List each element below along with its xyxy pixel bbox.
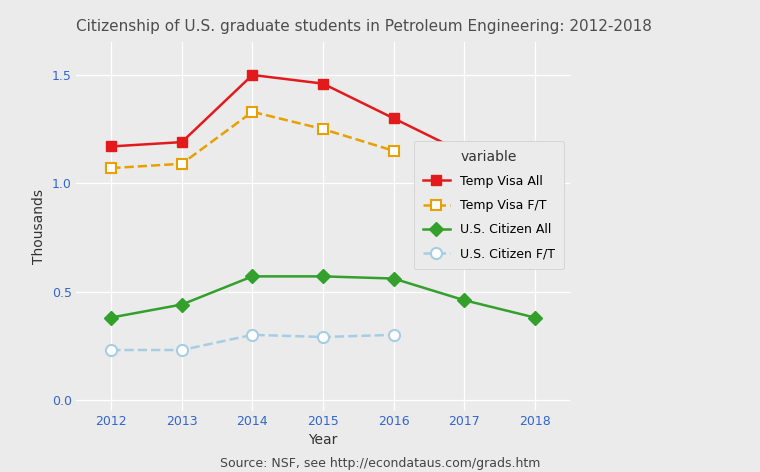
Legend: Temp Visa All, Temp Visa F/T, U.S. Citizen All, U.S. Citizen F/T: Temp Visa All, Temp Visa F/T, U.S. Citiz…	[413, 141, 564, 269]
Text: Source: NSF, see http://econdataus.com/grads.htm: Source: NSF, see http://econdataus.com/g…	[220, 457, 540, 470]
Y-axis label: Thousands: Thousands	[32, 189, 46, 264]
X-axis label: Year: Year	[309, 433, 337, 447]
Text: Citizenship of U.S. graduate students in Petroleum Engineering: 2012-2018: Citizenship of U.S. graduate students in…	[76, 19, 652, 34]
